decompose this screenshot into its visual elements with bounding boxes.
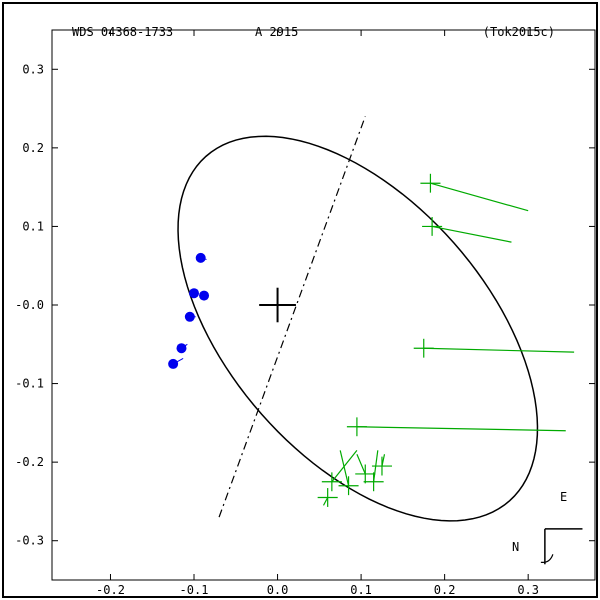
svg-text:0.2: 0.2 [22,141,44,155]
svg-text:0.3: 0.3 [517,583,539,597]
title-right: (Tok2015c) [483,25,555,39]
svg-text:-0.3: -0.3 [15,534,44,548]
svg-text:0.1: 0.1 [350,583,372,597]
svg-text:0.1: 0.1 [22,219,44,233]
svg-text:0.0: 0.0 [267,583,289,597]
compass-e-label: E [560,490,567,504]
svg-text:-0.1: -0.1 [180,583,209,597]
chart-container: { "chart": { "type": "scatter", "titles"… [0,0,600,600]
compass-n-label: N [512,540,519,554]
svg-text:0.2: 0.2 [434,583,456,597]
title-left: WDS 04368-1733 [72,25,173,39]
svg-text:0.3: 0.3 [22,62,44,76]
svg-text:-0.2: -0.2 [15,455,44,469]
svg-text:-0.2: -0.2 [96,583,125,597]
orbit-plot: -0.2 -0.1 0.0 0.1 0.2 0.3 -0.3 -0.2 -0.1 -0.0 0.1 0… [0,0,600,600]
svg-text:-0.0: -0.0 [15,298,44,312]
svg-text:-0.1: -0.1 [15,377,44,391]
title-center: A 2915 [255,25,298,39]
